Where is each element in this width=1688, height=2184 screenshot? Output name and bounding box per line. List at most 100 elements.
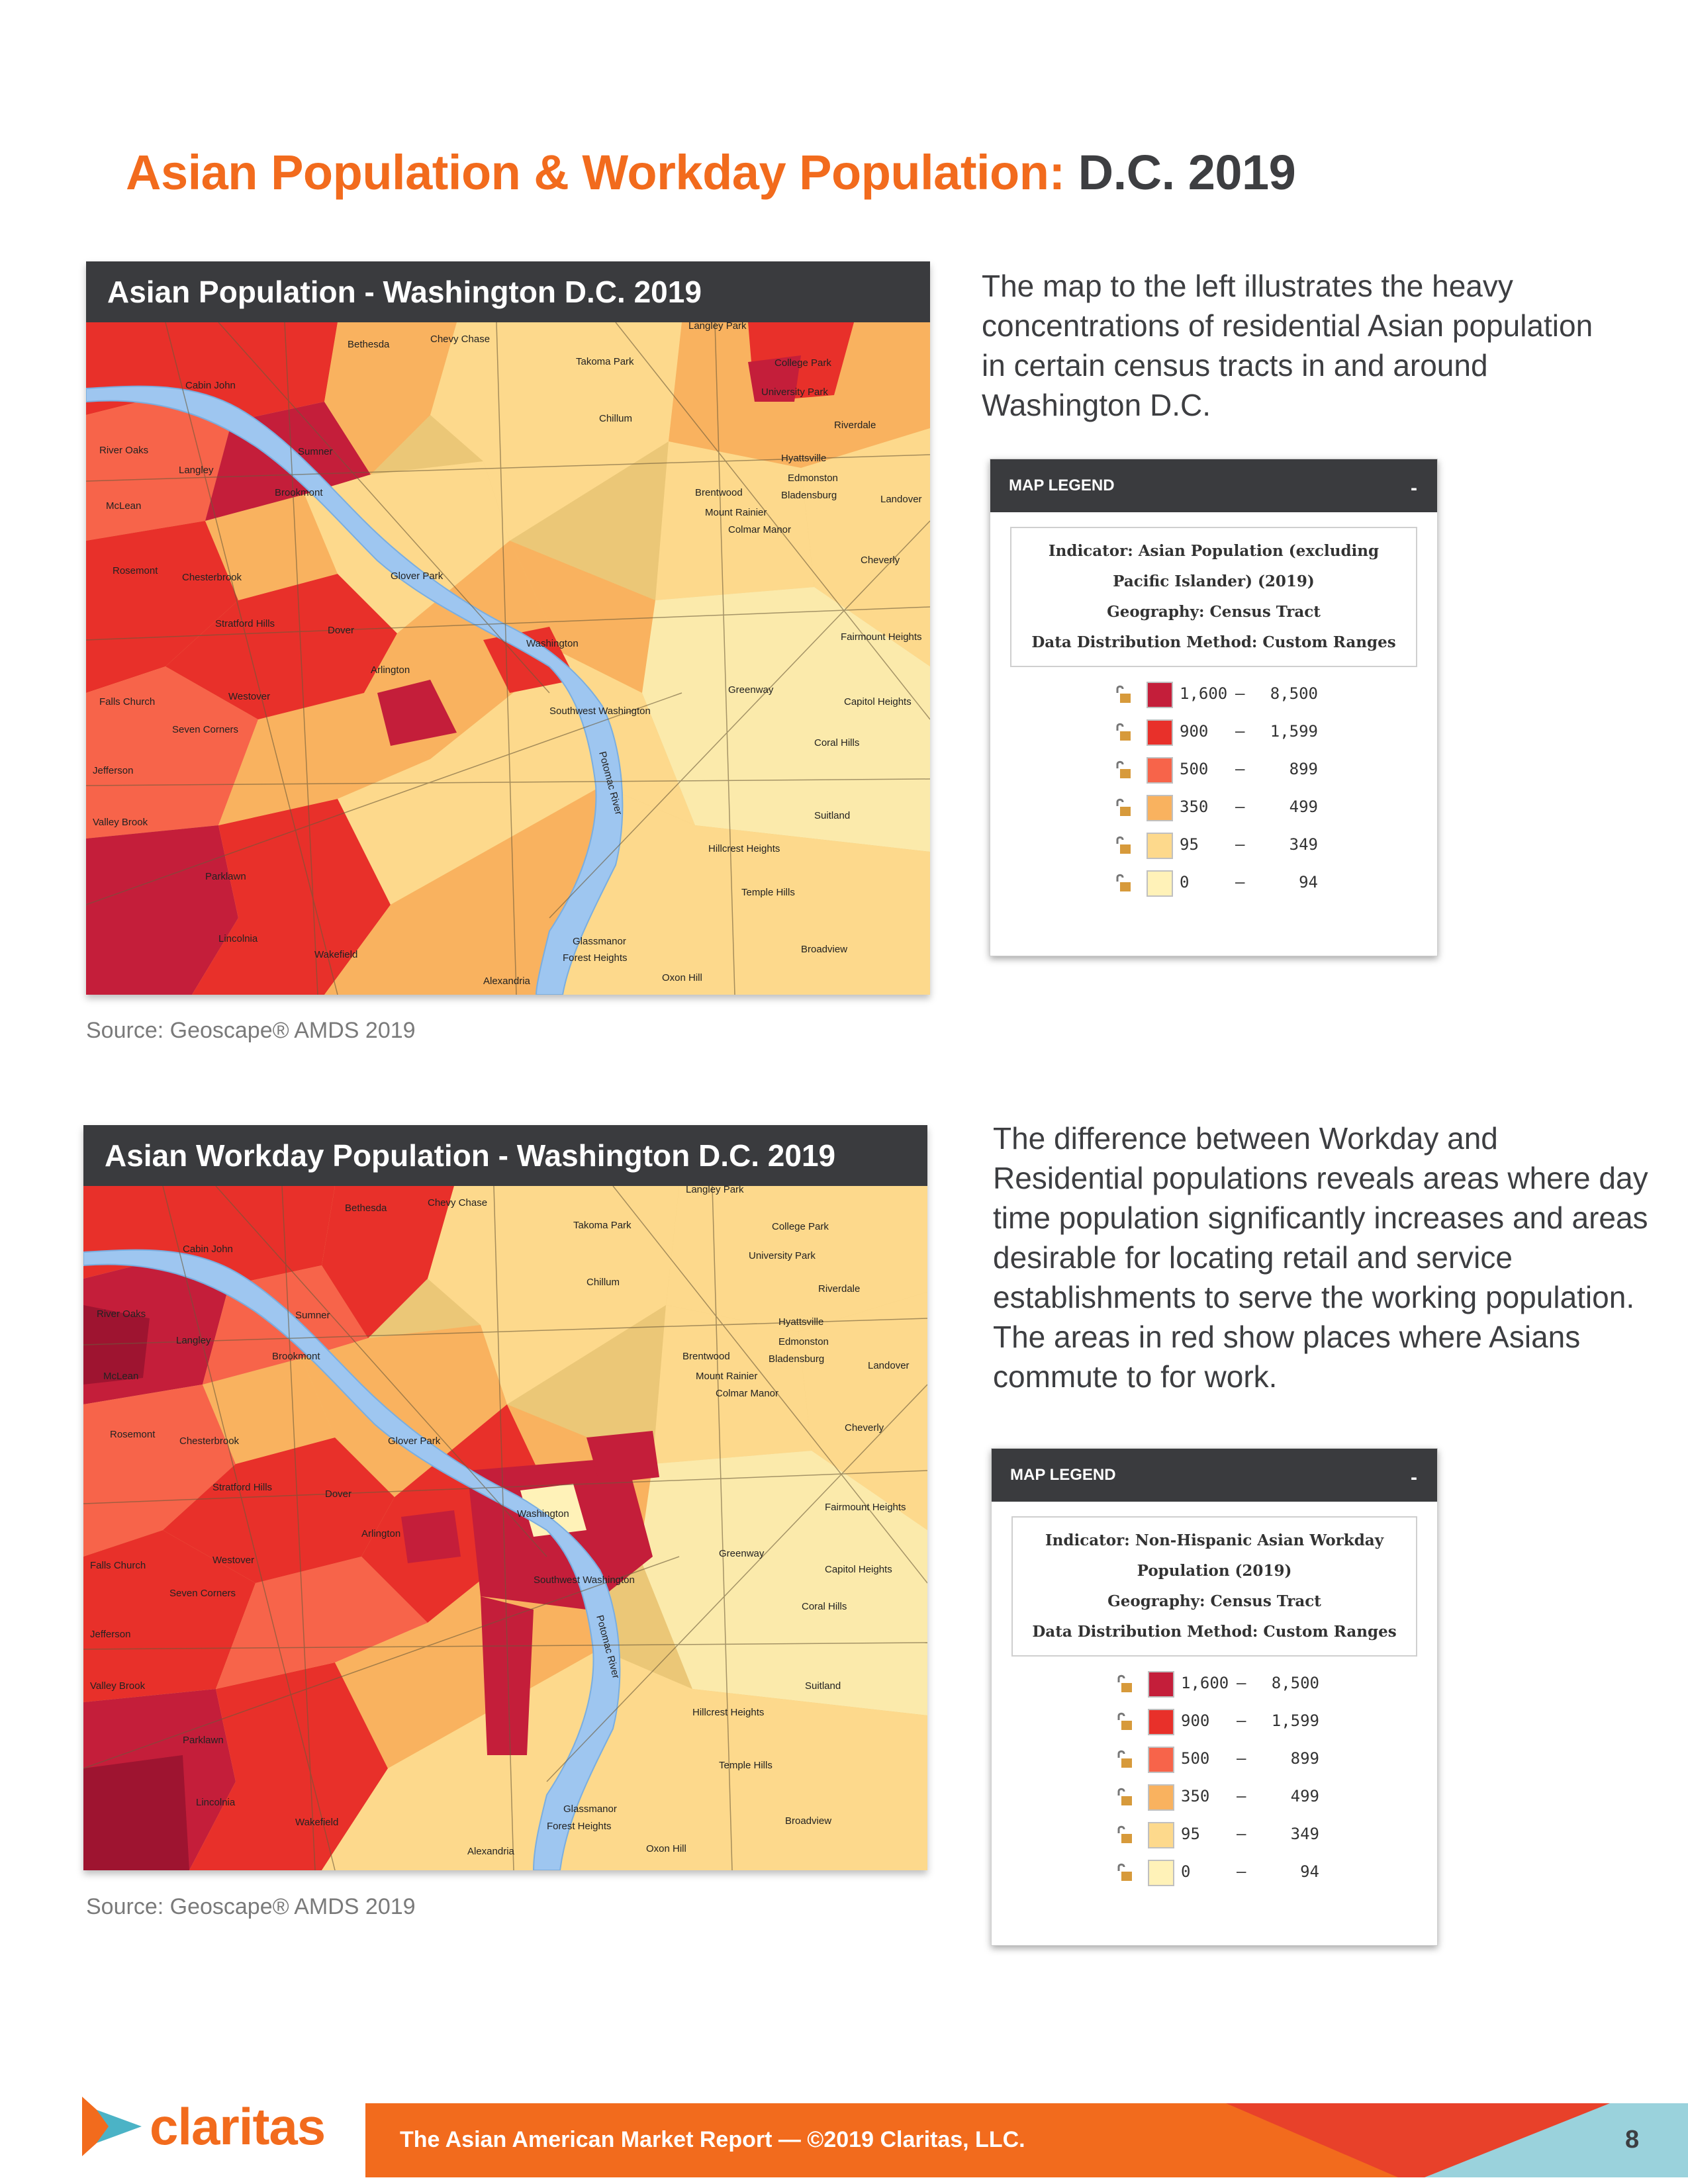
legend-range-max: 349 bbox=[1290, 1825, 1319, 1843]
map-label: Glover Park bbox=[391, 570, 444, 582]
map-label: Suitland bbox=[814, 810, 850, 821]
map-label: Colmar Manor bbox=[728, 524, 791, 535]
legend-row: 0 — 94 bbox=[992, 1860, 1437, 1897]
legend-range-min: 500 bbox=[1181, 1749, 1210, 1768]
map-image: Bethesda Chevy Chase Takoma Park Langley… bbox=[86, 322, 930, 995]
map-label: Chesterbrook bbox=[179, 1435, 240, 1447]
map-label: Stratford Hills bbox=[212, 1482, 272, 1493]
legend-row: 95 — 349 bbox=[992, 1822, 1437, 1860]
map-label: Lincolnia bbox=[196, 1797, 236, 1808]
legend-row: 1,600 — 8,500 bbox=[990, 682, 1437, 719]
legend-range-dash: — bbox=[1235, 684, 1245, 703]
map-label: Sumner bbox=[298, 446, 333, 457]
page-title-highlight: Asian Population & Workday Population: bbox=[126, 145, 1065, 200]
unlock-icon[interactable] bbox=[1115, 722, 1132, 742]
map-label: Oxon Hill bbox=[662, 972, 702, 983]
legend-swatch bbox=[1147, 833, 1173, 859]
map-label: River Oaks bbox=[97, 1308, 146, 1320]
map-label: Hyattsville bbox=[781, 453, 826, 464]
legend-range-dash: — bbox=[1237, 1862, 1246, 1881]
legend-range-min: 1,600 bbox=[1180, 684, 1228, 703]
map1-source: Source: Geoscape® AMDS 2019 bbox=[86, 1018, 416, 1043]
map-label: Capitol Heights bbox=[825, 1564, 892, 1575]
map-label: Fairmount Heights bbox=[825, 1502, 906, 1513]
map-label: Langley bbox=[176, 1335, 211, 1346]
legend-row: 0 — 94 bbox=[990, 870, 1437, 908]
legend-ranges: 1,600 — 8,500 900 — 1,599 500 — 899 350 … bbox=[990, 682, 1437, 908]
unlock-icon[interactable] bbox=[1116, 1749, 1133, 1769]
unlock-icon[interactable] bbox=[1115, 760, 1132, 780]
map-label: Valley Brook bbox=[93, 817, 148, 828]
legend-info-line: Data Distribution Method: Custom Ranges bbox=[1031, 633, 1396, 651]
map2-source: Source: Geoscape® AMDS 2019 bbox=[86, 1894, 416, 1919]
unlock-icon[interactable] bbox=[1115, 684, 1132, 704]
unlock-icon[interactable] bbox=[1115, 835, 1132, 855]
map-label: Temple Hills bbox=[741, 887, 795, 898]
legend-swatch bbox=[1148, 1671, 1174, 1698]
map-label: Fairmount Heights bbox=[841, 631, 922, 643]
map-label: Broadview bbox=[785, 1815, 831, 1827]
map-label: Parklawn bbox=[183, 1735, 224, 1746]
map-label: Edmonston bbox=[778, 1336, 829, 1347]
footer-text: The Asian American Market Report — ©2019… bbox=[400, 2127, 1025, 2152]
map-label: Brentwood bbox=[682, 1351, 730, 1362]
unlock-icon[interactable] bbox=[1116, 1825, 1133, 1844]
legend-info-line: Indicator: Asian Population (excluding bbox=[1048, 542, 1380, 560]
legend-range-dash: — bbox=[1237, 1674, 1246, 1692]
legend-range-max: 899 bbox=[1290, 1749, 1319, 1768]
map-label: Jefferson bbox=[93, 765, 133, 776]
map-label: Chesterbrook bbox=[182, 572, 242, 583]
map-label: Cabin John bbox=[183, 1244, 233, 1255]
map-label: Glover Park bbox=[388, 1435, 441, 1447]
legend-range-max: 94 bbox=[1299, 873, 1318, 891]
legend-range-min: 0 bbox=[1180, 873, 1190, 891]
map-label: Suitland bbox=[805, 1680, 841, 1692]
map-label: Cabin John bbox=[185, 380, 236, 391]
map-legend: MAP LEGEND - Indicator: Asian Population… bbox=[990, 459, 1438, 956]
legend-header: MAP LEGEND - bbox=[990, 459, 1437, 512]
legend-range-min: 500 bbox=[1180, 760, 1209, 778]
map-label: Arlington bbox=[371, 664, 410, 676]
map2-description: The difference between Workday and Resid… bbox=[993, 1121, 1648, 1394]
legend-range-min: 350 bbox=[1181, 1787, 1210, 1805]
map-label: Chillum bbox=[586, 1277, 620, 1288]
legend-collapse-button[interactable]: - bbox=[1411, 477, 1417, 499]
unlock-icon[interactable] bbox=[1116, 1787, 1133, 1807]
map-label: Jefferson bbox=[90, 1629, 130, 1640]
map-label: University Park bbox=[749, 1250, 816, 1261]
footer-bar bbox=[365, 2103, 1688, 2177]
unlock-icon[interactable] bbox=[1116, 1674, 1133, 1694]
legend-range-min: 900 bbox=[1180, 722, 1209, 741]
legend-swatch bbox=[1147, 682, 1173, 708]
map-label: Wakefield bbox=[295, 1817, 338, 1828]
legend-swatch bbox=[1148, 1822, 1174, 1848]
legend-swatch bbox=[1147, 719, 1173, 746]
legend-info-line: Geography: Census Tract bbox=[1107, 603, 1321, 621]
map-label: Greenway bbox=[719, 1548, 765, 1559]
map-label: Langley Park bbox=[686, 1186, 744, 1195]
unlock-icon[interactable] bbox=[1116, 1862, 1133, 1882]
map-label: Forest Heights bbox=[563, 952, 628, 964]
map-label: Glassmanor bbox=[563, 1803, 617, 1815]
unlock-icon[interactable] bbox=[1115, 797, 1132, 817]
map-image: Bethesda Chevy Chase Takoma Park Langley… bbox=[83, 1186, 927, 1870]
page-title: Asian Population & Workday Population: D… bbox=[126, 144, 1296, 201]
unlock-icon[interactable] bbox=[1115, 873, 1132, 893]
map-label: Bladensburg bbox=[781, 490, 837, 501]
map-label: Seven Corners bbox=[169, 1588, 236, 1599]
map-label: Rosemont bbox=[110, 1429, 156, 1440]
map-label: River Oaks bbox=[99, 445, 148, 456]
claritas-logo-icon bbox=[82, 2097, 142, 2156]
legend-row: 95 — 349 bbox=[990, 833, 1437, 870]
map-label: Greenway bbox=[728, 684, 774, 696]
legend-collapse-button[interactable]: - bbox=[1411, 1467, 1417, 1488]
map-label: Hillcrest Heights bbox=[692, 1707, 764, 1718]
legend-range-min: 0 bbox=[1181, 1862, 1191, 1881]
map-label: Sumner bbox=[295, 1310, 330, 1321]
asian-workday-population-map: Asian Workday Population - Washington D.… bbox=[83, 1125, 927, 1870]
map-legend: MAP LEGEND - Indicator: Non-Hispanic Asi… bbox=[991, 1448, 1438, 1946]
legend-row: 350 — 499 bbox=[990, 795, 1437, 833]
legend-info-box: Indicator: Asian Population (excluding P… bbox=[1010, 527, 1417, 667]
unlock-icon[interactable] bbox=[1116, 1711, 1133, 1731]
map-label: Landover bbox=[868, 1360, 910, 1371]
